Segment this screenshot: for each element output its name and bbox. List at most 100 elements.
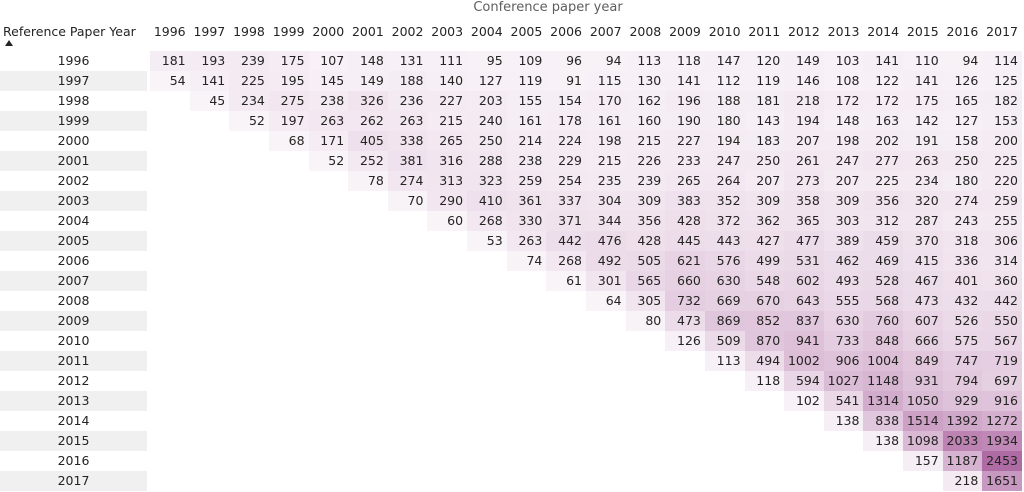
cell: 323: [467, 171, 507, 191]
row-header: 1998: [0, 91, 147, 111]
cell: 52: [308, 151, 349, 171]
cell: 64: [586, 291, 626, 311]
row-header: 2006: [0, 251, 147, 271]
cell: 362: [744, 211, 785, 231]
cell: 262: [348, 111, 388, 131]
cell: 194: [784, 111, 824, 131]
cell: 53: [467, 231, 507, 251]
cell: 161: [506, 111, 547, 131]
cell: 165: [942, 91, 983, 111]
row-header-title[interactable]: Reference Paper Year: [3, 24, 136, 39]
cell: 180: [942, 171, 983, 191]
cell: 469: [863, 251, 904, 271]
cell: 197: [268, 111, 309, 131]
cell: 127: [942, 111, 983, 131]
cell: 372: [704, 211, 745, 231]
cell: 1314: [863, 391, 904, 411]
cell: 371: [546, 211, 586, 231]
cell: 125: [982, 71, 1022, 91]
cell: 235: [586, 171, 626, 191]
cell: 550: [982, 311, 1022, 331]
cell: 225: [863, 171, 904, 191]
cell: 666: [903, 331, 943, 351]
cell: 301: [586, 271, 626, 291]
cell: 929: [942, 391, 983, 411]
column-header: 2015: [906, 24, 939, 39]
cell: 906: [823, 351, 864, 371]
cell: 697: [982, 371, 1022, 391]
cell: 326: [348, 91, 388, 111]
cell: 149: [348, 71, 388, 91]
cell: 207: [744, 171, 785, 191]
cell: 555: [823, 291, 864, 311]
cell: 180: [704, 111, 745, 131]
cell: 215: [625, 131, 666, 151]
cell: 225: [229, 71, 269, 91]
column-header: 1996: [153, 24, 186, 39]
cell: 1272: [982, 411, 1022, 431]
cell: 239: [229, 51, 269, 71]
column-header: 1999: [272, 24, 305, 39]
cell: 226: [625, 151, 666, 171]
cell: 288: [467, 151, 507, 171]
cell: 838: [863, 411, 904, 431]
cell: 428: [665, 211, 705, 231]
cell: 526: [942, 311, 983, 331]
cell: 602: [784, 271, 824, 291]
column-header: 2009: [669, 24, 701, 39]
row-header: 2016: [0, 451, 147, 471]
column-header: 2002: [391, 24, 424, 39]
cell: 459: [863, 231, 904, 251]
cell: 170: [586, 91, 626, 111]
cell: 338: [387, 131, 428, 151]
cell: 94: [586, 51, 626, 71]
cell: 568: [863, 291, 904, 311]
cell: 160: [625, 111, 666, 131]
cell: 493: [823, 271, 864, 291]
cell: 154: [546, 91, 586, 111]
cell: 732: [665, 291, 705, 311]
cell: 575: [942, 331, 983, 351]
cell: 1050: [903, 391, 943, 411]
cell: 225: [982, 151, 1022, 171]
column-header: 1997: [193, 24, 226, 39]
cell: 143: [744, 111, 785, 131]
cell: 316: [427, 151, 468, 171]
column-header: 1998: [233, 24, 265, 39]
cell: 263: [506, 231, 547, 251]
column-header: 2017: [986, 24, 1018, 39]
row-header: 2003: [0, 191, 147, 211]
cell: 224: [546, 131, 586, 151]
column-header: 2010: [708, 24, 741, 39]
cell: 239: [625, 171, 666, 191]
cell: 175: [903, 91, 943, 111]
cell: 145: [308, 71, 349, 91]
cell: 178: [546, 111, 586, 131]
cell: 162: [625, 91, 666, 111]
cell: 719: [982, 351, 1022, 371]
cell: 1392: [942, 411, 983, 431]
cell: 80: [625, 311, 666, 331]
cell: 427: [744, 231, 785, 251]
cell: 492: [586, 251, 626, 271]
cell: 1187: [942, 451, 983, 471]
cell: 607: [903, 311, 943, 331]
cell: 263: [308, 111, 349, 131]
cell: 238: [506, 151, 547, 171]
column-header: 2000: [312, 24, 345, 39]
cell: 158: [942, 131, 983, 151]
cell: 356: [863, 191, 904, 211]
cell: 277: [863, 151, 904, 171]
sort-arrow[interactable]: [5, 40, 13, 46]
cell: 259: [506, 171, 547, 191]
cell: 236: [387, 91, 428, 111]
cell: 112: [704, 71, 745, 91]
cell: 747: [942, 351, 983, 371]
cell: 94: [942, 51, 983, 71]
cell: 215: [427, 111, 468, 131]
cell: 462: [823, 251, 864, 271]
column-header: 2012: [787, 24, 820, 39]
row-header: 2011: [0, 351, 147, 371]
cell: 255: [982, 211, 1022, 231]
cell: 227: [665, 131, 705, 151]
